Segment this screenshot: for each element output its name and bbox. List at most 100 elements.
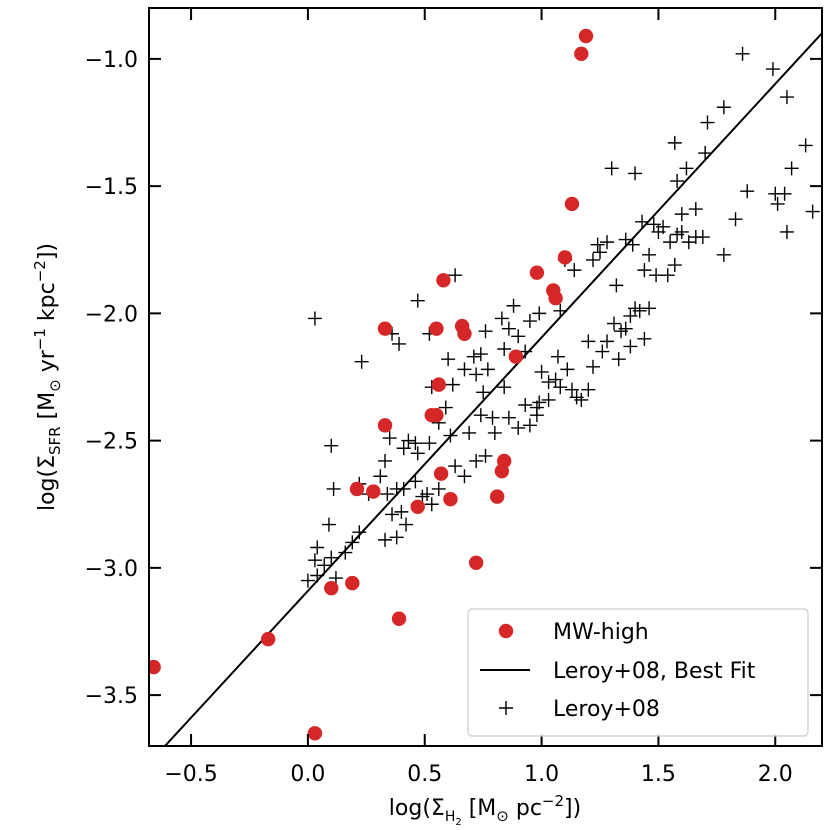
leroy-point xyxy=(480,362,495,377)
leroy-point xyxy=(378,453,393,468)
leroy-point xyxy=(497,380,512,395)
mw-high-point xyxy=(410,499,425,514)
x-tick-label: 1.0 xyxy=(524,762,559,787)
x-tick-label: 2.0 xyxy=(758,762,793,787)
leroy-point xyxy=(354,354,369,369)
leroy-point xyxy=(560,362,575,377)
leroy-point xyxy=(394,504,409,519)
leroy-point xyxy=(518,397,533,412)
leroy-point xyxy=(389,530,404,545)
mw-high-point xyxy=(529,265,545,280)
leroy-point xyxy=(473,347,488,362)
leroy-point xyxy=(422,436,437,451)
legend-leroy-label: Leroy+08 xyxy=(553,697,660,722)
leroy-point xyxy=(485,410,500,425)
mw-high-point xyxy=(574,46,589,62)
legend-leroy-marker xyxy=(499,701,513,715)
leroy-point xyxy=(415,489,430,504)
mw-high-points-layer xyxy=(149,28,594,741)
leroy-point xyxy=(462,425,477,440)
leroy-point xyxy=(550,349,565,364)
leroy-point xyxy=(553,303,568,318)
legend-box xyxy=(467,608,809,737)
leroy-point xyxy=(649,268,664,283)
y-axis-label: log(ΣSFR [M⊙ yr−1 kpc−2]) xyxy=(31,243,64,511)
leroy-point xyxy=(392,336,407,351)
leroy-point xyxy=(695,230,710,245)
leroy-point xyxy=(478,324,493,339)
leroy-point xyxy=(635,214,650,229)
leroy-point xyxy=(466,349,481,364)
leroy-point xyxy=(410,446,425,461)
leroy-point xyxy=(611,352,626,367)
leroy-point xyxy=(609,278,624,293)
leroy-point xyxy=(567,263,582,278)
leroy-point xyxy=(660,268,675,283)
leroy-point xyxy=(600,235,615,250)
leroy-point xyxy=(487,425,502,440)
mw-high-point xyxy=(578,28,594,44)
mw-high-point xyxy=(489,489,505,504)
leroy-point xyxy=(784,161,799,176)
leroy-point xyxy=(607,316,622,331)
leroy-point xyxy=(681,235,696,250)
leroy-point xyxy=(656,219,671,234)
leroy-point xyxy=(501,410,516,425)
leroy-point xyxy=(497,342,512,357)
leroy-point xyxy=(581,334,596,349)
legend-fit-label: Leroy+08, Best Fit xyxy=(553,659,756,684)
leroy-point xyxy=(663,235,678,250)
leroy-point xyxy=(765,62,780,77)
leroy-point xyxy=(628,166,643,181)
leroy-point xyxy=(590,237,605,252)
leroy-point xyxy=(310,568,325,583)
leroy-point xyxy=(532,395,547,410)
leroy-point xyxy=(716,247,731,262)
leroy-point xyxy=(522,418,537,433)
leroy-point xyxy=(511,329,526,344)
mw-high-point xyxy=(457,326,472,341)
leroy-point xyxy=(373,469,388,484)
leroy-point xyxy=(378,532,393,547)
leroy-point xyxy=(385,507,400,522)
leroy-point xyxy=(667,135,682,150)
leroy-point xyxy=(604,161,619,176)
leroy-point xyxy=(501,321,516,336)
leroy-points-layer xyxy=(300,46,820,588)
y-tick-label: −3.0 xyxy=(85,557,138,582)
leroy-point xyxy=(777,186,792,201)
mw-high-point xyxy=(429,321,444,336)
leroy-point xyxy=(443,428,458,443)
mw-high-point xyxy=(436,273,451,288)
leroy-point xyxy=(716,100,731,115)
leroy-point xyxy=(637,263,652,278)
leroy-point xyxy=(408,474,423,489)
mw-high-point xyxy=(345,575,360,591)
leroy-point xyxy=(541,375,556,390)
leroy-point xyxy=(448,459,463,474)
leroy-point xyxy=(469,453,484,468)
x-tick-label: 1.5 xyxy=(641,762,676,787)
leroy-point xyxy=(770,196,785,211)
leroy-point xyxy=(674,224,689,239)
leroy-point xyxy=(805,204,820,219)
leroy-point xyxy=(728,212,743,227)
leroy-point xyxy=(637,331,652,346)
leroy-point xyxy=(698,146,713,161)
mw-high-point xyxy=(557,250,573,265)
leroy-point xyxy=(534,364,549,379)
mw-high-point xyxy=(494,463,510,479)
leroy-point xyxy=(441,352,456,367)
leroy-point xyxy=(625,237,640,252)
mw-high-point xyxy=(564,196,580,212)
leroy-point xyxy=(632,303,647,318)
x-tick-label: 0.0 xyxy=(290,762,325,787)
leroy-point xyxy=(445,377,460,392)
mw-high-point xyxy=(548,290,563,306)
leroy-point xyxy=(424,497,439,512)
mw-high-point xyxy=(324,581,339,596)
leroy-point xyxy=(511,420,526,435)
leroy-point xyxy=(532,306,547,321)
leroy-point xyxy=(328,571,343,586)
